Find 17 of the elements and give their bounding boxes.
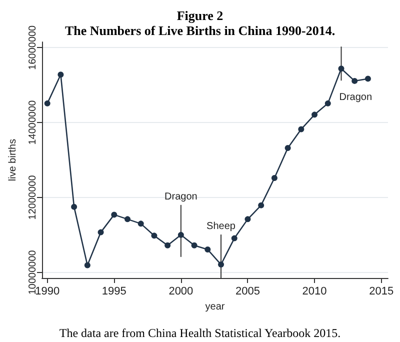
- x-tick-label: 1990: [35, 286, 60, 298]
- ref-line-label: Sheep: [206, 221, 236, 232]
- chart-subtitle: The Numbers of Live Births in China 1990-2014.: [64, 23, 336, 38]
- y-axis-title: live births: [8, 138, 18, 182]
- x-axis-title: year: [205, 301, 226, 312]
- text: The data are from China Health Statistical Yearbook 2015.: [59, 326, 341, 340]
- ref-line-label: Dragon: [339, 92, 372, 104]
- chart-title: Figure 2: [176, 8, 224, 23]
- ref-line-label: Dragon: [164, 191, 198, 202]
- x-tick-label: 2000: [168, 286, 194, 298]
- x-tick-label: 1995: [102, 286, 126, 298]
- y-tick-label: 14000000: [28, 100, 38, 145]
- x-tick-label: 2005: [235, 286, 260, 298]
- y-tick-label: 12000000: [28, 174, 38, 220]
- x-tick-label: 2010: [302, 286, 327, 298]
- x-tick-label: 2015: [369, 286, 394, 298]
- y-tick-label: 16000000: [28, 24, 38, 70]
